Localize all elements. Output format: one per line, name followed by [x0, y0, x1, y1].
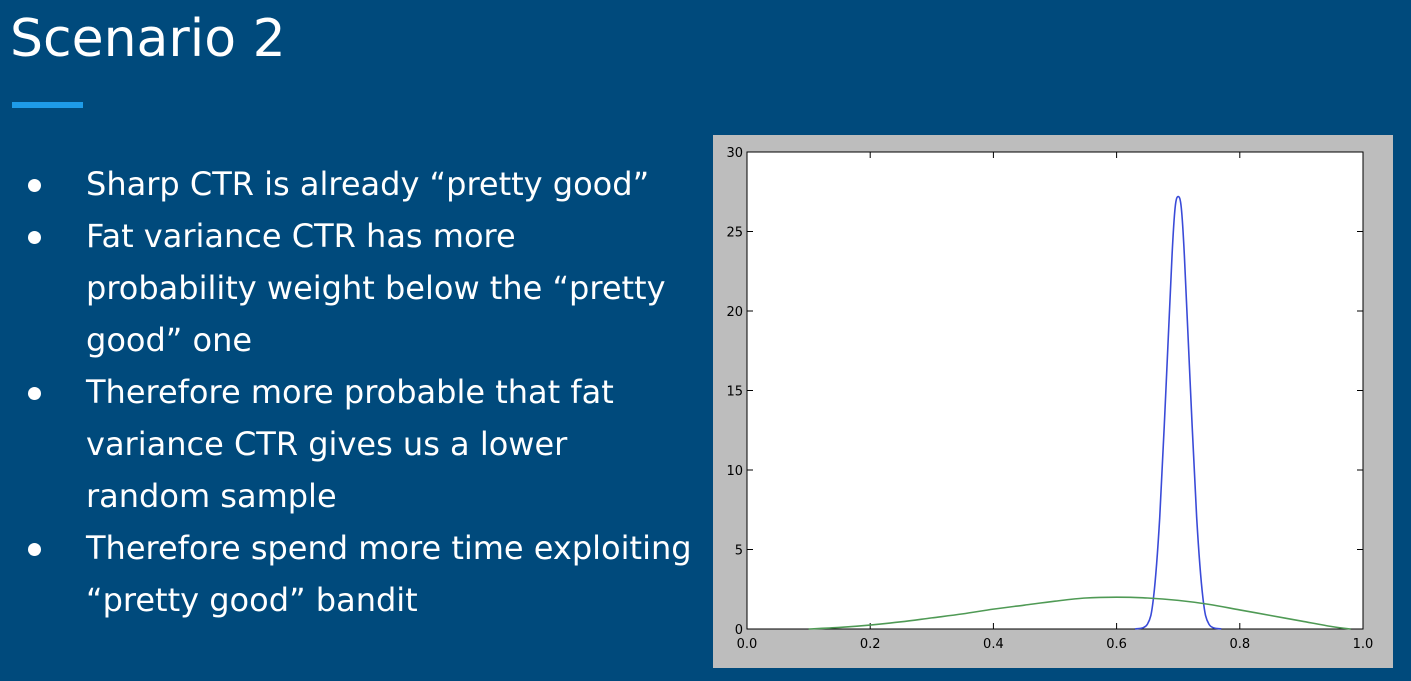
bullet-text: Therefore spend more time exploiting “pr…	[86, 529, 692, 619]
x-tick-label: 0.4	[983, 637, 1004, 652]
bullet-text: Therefore more probable that fat varianc…	[86, 373, 614, 515]
bullet-item: Therefore spend more time exploiting “pr…	[26, 522, 696, 626]
x-tick-label: 0.6	[1106, 637, 1127, 652]
series-line-fat	[808, 596, 1351, 630]
x-tick-label: 0.2	[860, 637, 881, 652]
slide-title: Scenario 2	[10, 9, 286, 69]
chart-frame: 0.0 0.2 0.4 0.6 0.8 1.0 0 5 10 15 20 25 30	[713, 135, 1393, 668]
y-tick-label: 30	[726, 146, 743, 161]
bullet-dot-icon	[28, 179, 41, 192]
density-chart: 0.0 0.2 0.4 0.6 0.8 1.0 0 5 10 15 20 25 30	[726, 146, 1374, 652]
plot-area	[746, 151, 1364, 630]
bullet-list: Sharp CTR is already “pretty good” Fat v…	[26, 158, 696, 626]
bullet-item: Sharp CTR is already “pretty good”	[26, 158, 696, 210]
bullet-text: Sharp CTR is already “pretty good”	[86, 165, 650, 203]
series-line-sharp	[1134, 195, 1222, 630]
bullet-item: Fat variance CTR has more probability we…	[26, 210, 696, 366]
bullet-dot-icon	[28, 543, 41, 556]
y-tick-label: 25	[726, 226, 743, 241]
x-tick-label: 0.8	[1229, 637, 1250, 652]
x-tick-label: 1.0	[1353, 637, 1374, 652]
bullet-item: Therefore more probable that fat varianc…	[26, 366, 696, 522]
y-tick-label: 20	[726, 305, 743, 320]
y-tick-label: 0	[735, 623, 743, 638]
y-tick-label: 5	[735, 544, 743, 559]
title-accent-bar	[12, 102, 83, 108]
x-tick-label: 0.0	[737, 637, 758, 652]
bullet-dot-icon	[28, 387, 41, 400]
y-tick-label: 10	[726, 464, 743, 479]
y-tick-label: 15	[726, 385, 743, 400]
bullet-dot-icon	[28, 231, 41, 244]
bullet-text: Fat variance CTR has more probability we…	[86, 217, 666, 359]
